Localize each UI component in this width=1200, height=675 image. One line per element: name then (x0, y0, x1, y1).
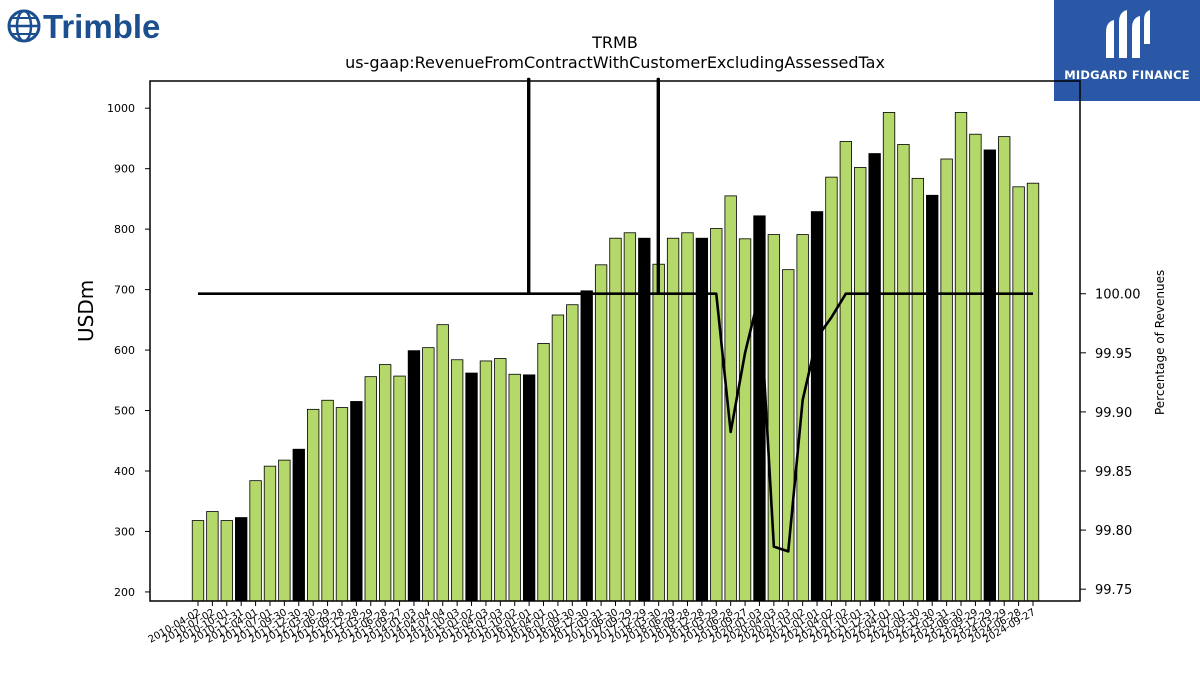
bar (954, 112, 968, 602)
bar (551, 314, 565, 602)
bar (911, 177, 924, 602)
bar (810, 211, 824, 602)
bar (407, 350, 421, 602)
bar (522, 374, 536, 602)
y2-tick-label: 99.90 (1095, 406, 1132, 421)
bar (1026, 182, 1040, 602)
y2-tick-label: 99.75 (1095, 583, 1132, 598)
bar (594, 264, 608, 602)
bar (623, 232, 637, 602)
bar (494, 358, 507, 602)
bar (508, 373, 521, 602)
midgard-mark-icon (1106, 10, 1150, 58)
midgard-logo-text: MIDGARD FINANCE (1064, 68, 1190, 82)
bar (710, 228, 723, 602)
bar (278, 459, 291, 602)
y-tick-label: 700 (114, 284, 135, 297)
bar (335, 407, 349, 602)
bar (796, 234, 809, 602)
bars-group (191, 112, 1040, 602)
line-group (198, 77, 1033, 553)
y-tick-label: 900 (114, 163, 135, 176)
bar (220, 520, 233, 602)
bar (206, 511, 219, 602)
bar (753, 215, 766, 602)
y-tick-label: 600 (114, 344, 135, 357)
bar (566, 304, 579, 602)
bar (882, 112, 896, 602)
bar (868, 153, 881, 602)
bar (450, 359, 464, 602)
bar (292, 448, 305, 602)
trimble-logo-text: Trimble (43, 8, 160, 45)
bar (839, 141, 853, 602)
bar (681, 232, 694, 602)
trimble-globe-icon: Trimble (7, 8, 160, 45)
y-tick-label: 300 (114, 525, 135, 538)
bar (940, 158, 953, 602)
y-tick-label: 400 (114, 465, 135, 478)
y2-tick-label: 99.85 (1095, 465, 1132, 480)
bar (321, 399, 334, 602)
chart-title: TRMB (592, 33, 638, 52)
bar (897, 144, 910, 602)
bar (854, 167, 867, 602)
bar (393, 375, 406, 602)
y2-tick-label: 99.80 (1095, 524, 1132, 539)
bar (436, 324, 449, 602)
bar (537, 343, 550, 602)
bar (580, 290, 593, 602)
bar (235, 517, 248, 602)
y-tick-label: 1000 (107, 102, 135, 115)
bar (465, 372, 478, 602)
y-tick-label: 500 (114, 405, 135, 418)
chart-subtitle: us-gaap:RevenueFromContractWithCustomerE… (345, 53, 885, 72)
y2-tick-label: 100.00 (1095, 288, 1141, 303)
bar (969, 133, 982, 602)
trimble-logo: Trimble (6, 4, 176, 48)
bar (1012, 186, 1025, 602)
bar (307, 408, 320, 602)
bar (926, 194, 939, 602)
bar (364, 376, 377, 602)
bar (350, 401, 363, 602)
bar (263, 465, 277, 602)
series-line (198, 77, 1033, 553)
bar (825, 176, 838, 602)
bar (983, 149, 996, 602)
y2-tick-label: 99.95 (1095, 347, 1132, 362)
bar (479, 360, 493, 602)
axes-group: 200 300 400 500 600 700 800 900 1000 99.75 99.80 99… (107, 80, 1141, 646)
bar (191, 520, 205, 602)
bar (378, 364, 392, 602)
bar (738, 238, 752, 602)
bar (998, 136, 1011, 602)
y-tick-label: 800 (114, 223, 135, 236)
bar (249, 480, 262, 602)
bar (652, 263, 665, 602)
bar (422, 347, 435, 602)
y-tick-label: 200 (114, 586, 135, 599)
midgard-finance-logo: MIDGARD FINANCE (1054, 0, 1200, 101)
